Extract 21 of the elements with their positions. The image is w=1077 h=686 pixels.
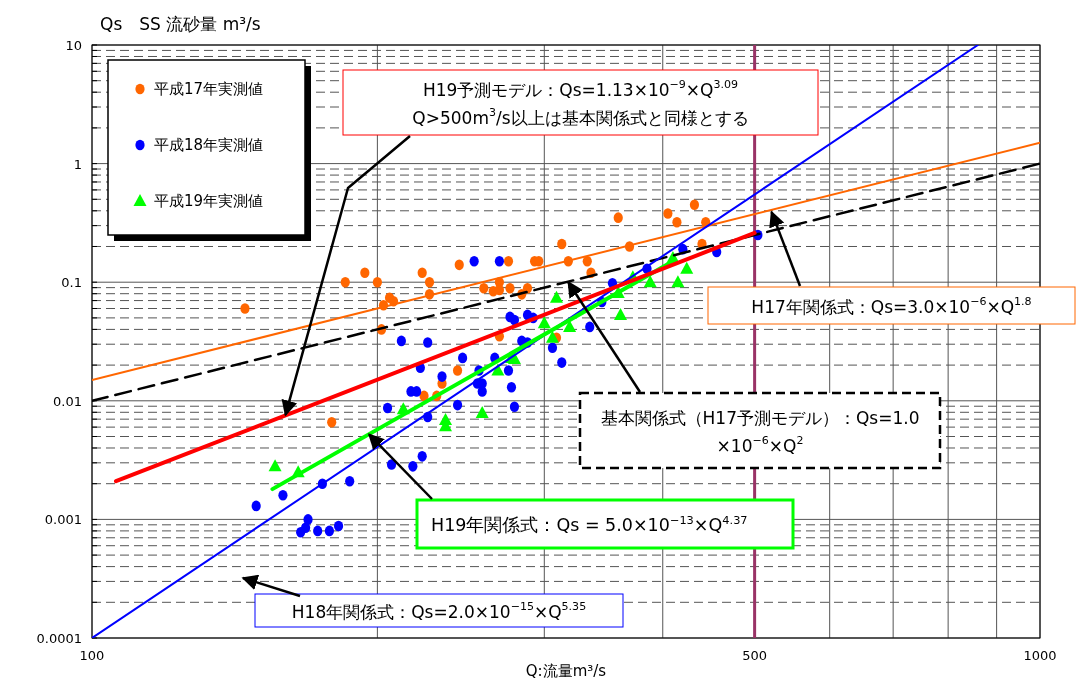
x-tick-label: 100 (79, 648, 105, 663)
annotation: 基本関係式（H17予測モデル）：Qs=1.0 (600, 407, 920, 428)
annotation: ×10$^{−6}$×Q$^{2}$ (716, 434, 804, 456)
y-tick-label: 1 (73, 156, 82, 172)
annotation: Q>500m$^{3}$/s以上は基本関係式と同様とする (412, 106, 749, 128)
annotation: H19予測モデル：Qs=1.13×10$^{−9}$×Q$^{3.09}$ (422, 78, 739, 100)
y-tick-label: 0.001 (44, 512, 82, 528)
legend-label: 平成17年実測値 (154, 80, 264, 98)
annotation: H17年関係式：Qs=3.0×10$^{−6}$×Q$^{1.8}$ (751, 295, 1032, 317)
legend-label: 平成18年実測値 (154, 136, 264, 154)
x-tick-label: 1000 (1023, 648, 1057, 663)
y-axis-title: Qs SS 流砂量 m³/s (100, 14, 261, 34)
legend-label: 平成19年実測値 (154, 192, 264, 210)
x-tick-label: 500 (742, 648, 768, 663)
annotation: H19年関係式：Qs = 5.0×10$^{−13}$×Q$^{4.37}$ (431, 512, 748, 535)
y-tick-label: 0.01 (53, 393, 82, 409)
y-tick-label: 0.0001 (36, 631, 82, 646)
annotation: H18年関係式：Qs=2.0×10$^{−15}$×Q$^{5.35}$ (291, 600, 587, 622)
y-tick-label: 0.1 (61, 275, 82, 291)
x-axis-title: Q:流量m³/s (525, 662, 607, 680)
y-tick-label: 10 (65, 38, 82, 53)
